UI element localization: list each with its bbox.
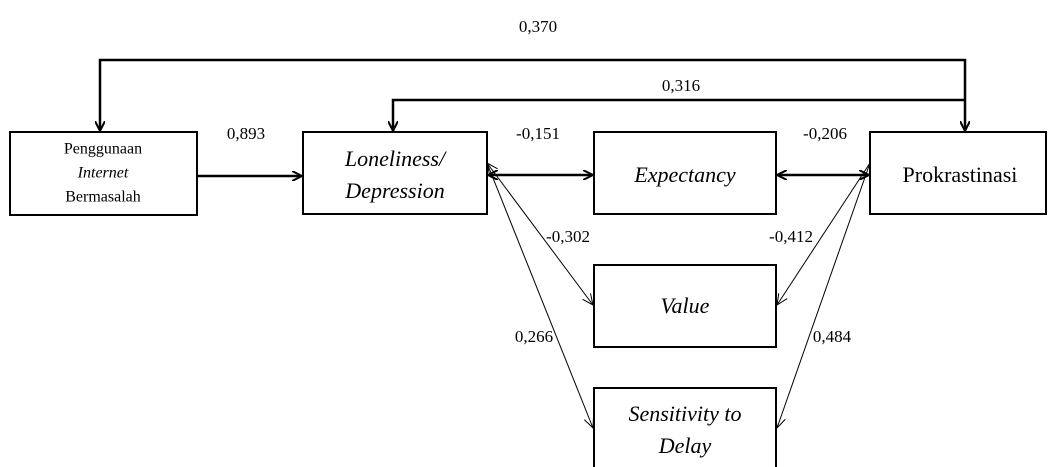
- node-box: [593, 131, 777, 215]
- edge-label: 0,484: [813, 327, 852, 346]
- edge-label: -0,151: [516, 124, 560, 143]
- node-box: [9, 131, 198, 216]
- arrow: [486, 162, 593, 428]
- node-label: Expectancy: [633, 162, 736, 187]
- arrow: [777, 162, 871, 305]
- edge-label: -0,302: [546, 227, 590, 246]
- connector: [393, 98, 965, 130]
- edge-label: -0,412: [769, 227, 813, 246]
- edge-label: 0,893: [227, 124, 265, 143]
- node-box: [593, 387, 777, 467]
- node-box: [593, 264, 777, 348]
- node-label: Prokrastinasi: [903, 162, 1018, 187]
- node-label: Internet: [77, 165, 129, 182]
- connector: [100, 58, 965, 130]
- node-label: Bermasalah: [65, 189, 141, 206]
- node-label: Value: [661, 293, 710, 318]
- edge-label: 0,266: [515, 327, 553, 346]
- node-box: [869, 131, 1047, 215]
- node-label: Delay: [658, 433, 712, 458]
- edge-label: 0,316: [662, 76, 700, 95]
- node-label: Penggunaan: [64, 141, 142, 158]
- node-box: [302, 131, 488, 215]
- arrow: [777, 162, 871, 428]
- node-label: Depression: [344, 178, 444, 203]
- arrow: [487, 163, 593, 305]
- edge-label: -0,206: [803, 124, 847, 143]
- node-label: Loneliness/: [344, 146, 447, 171]
- node-label: Sensitivity to: [628, 401, 741, 426]
- edge-label: 0,370: [519, 17, 557, 36]
